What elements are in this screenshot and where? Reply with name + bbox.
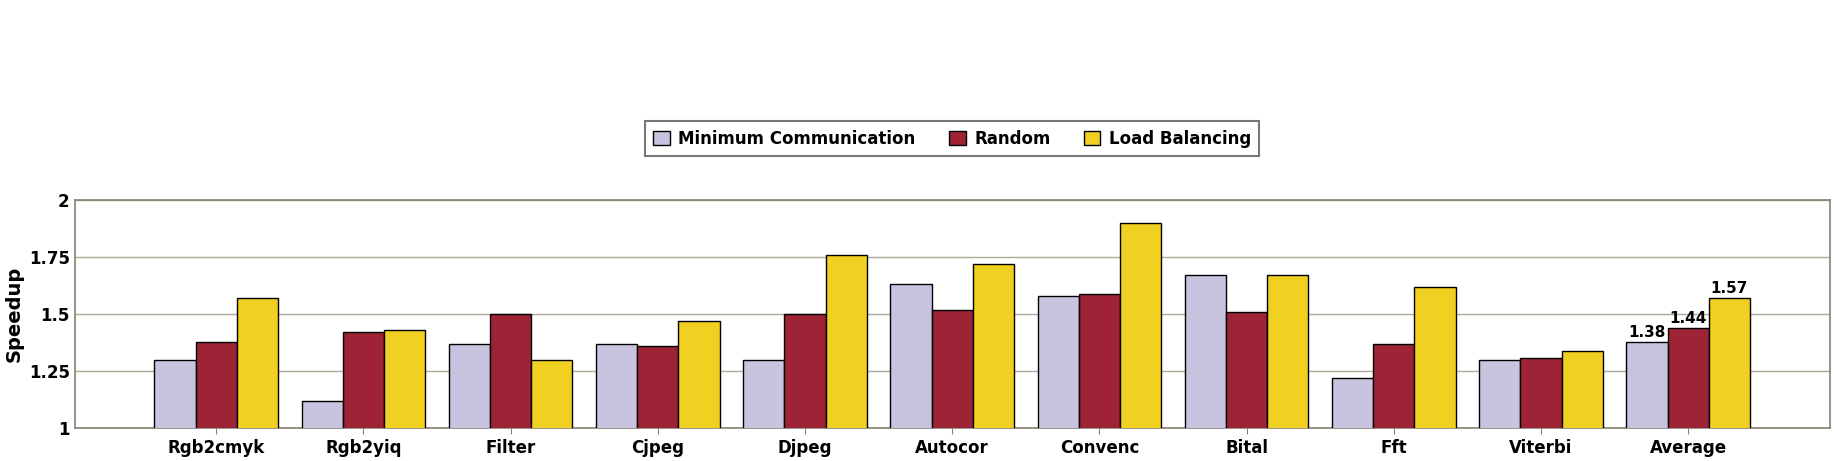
Bar: [1331, 378, 1374, 461]
Text: 1.38: 1.38: [1629, 325, 1665, 340]
Bar: [1520, 358, 1561, 461]
Bar: [237, 298, 279, 461]
Bar: [596, 344, 636, 461]
Bar: [889, 284, 932, 461]
Bar: [636, 346, 679, 461]
Bar: [1709, 298, 1750, 461]
Bar: [343, 332, 383, 461]
Bar: [1627, 342, 1667, 461]
Bar: [1078, 294, 1121, 461]
Bar: [1225, 312, 1267, 461]
Bar: [449, 344, 490, 461]
Bar: [932, 310, 972, 461]
Bar: [1374, 344, 1414, 461]
Bar: [383, 330, 425, 461]
Y-axis label: Speedup: Speedup: [4, 266, 24, 362]
Bar: [743, 360, 785, 461]
Bar: [1667, 328, 1709, 461]
Bar: [1038, 296, 1078, 461]
Text: 1.57: 1.57: [1711, 281, 1748, 296]
Bar: [679, 321, 719, 461]
Bar: [1185, 275, 1225, 461]
Legend: Minimum Communication, Random, Load Balancing: Minimum Communication, Random, Load Bala…: [646, 121, 1260, 156]
Bar: [785, 314, 825, 461]
Bar: [1561, 351, 1603, 461]
Bar: [1121, 223, 1161, 461]
Bar: [1414, 287, 1456, 461]
Bar: [154, 360, 196, 461]
Bar: [1267, 275, 1308, 461]
Text: 1.44: 1.44: [1669, 311, 1707, 326]
Bar: [825, 255, 867, 461]
Bar: [490, 314, 532, 461]
Bar: [1480, 360, 1520, 461]
Bar: [196, 342, 237, 461]
Bar: [972, 264, 1014, 461]
Bar: [301, 401, 343, 461]
Bar: [532, 360, 572, 461]
